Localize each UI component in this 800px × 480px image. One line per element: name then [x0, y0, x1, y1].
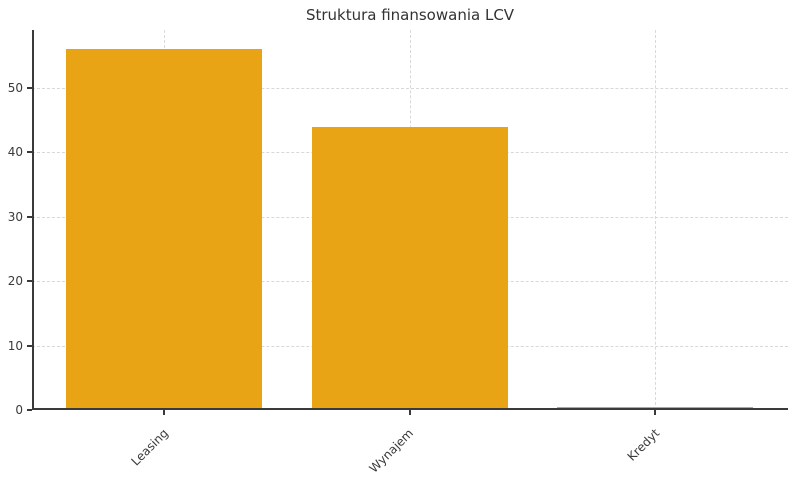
y-tick-mark — [27, 86, 32, 89]
x-tick-mark — [408, 410, 411, 415]
y-tick-label: 20 — [7, 274, 23, 289]
x-tick-label: Wynajem — [366, 426, 417, 476]
y-tick-label: 0 — [15, 403, 23, 417]
x-tick-label: Leasing — [128, 426, 171, 469]
chart-title: Struktura finansowania LCV — [305, 6, 515, 24]
bar-wynajem — [311, 126, 508, 410]
y-tick-label: 10 — [7, 338, 23, 353]
x-tick-label: Kredyt — [624, 426, 662, 464]
x-tick-mark — [163, 410, 165, 415]
spine-layer — [32, 30, 788, 410]
x-axis-spine — [32, 408, 788, 410]
x-tick-mark — [654, 410, 656, 415]
ticks-layer: 0 10 20 30 40 50 Leasing Wynajem Kredyt — [8, 30, 788, 476]
y-tick-mark — [27, 151, 32, 154]
y-axis-spine — [32, 30, 34, 410]
y-tick-label: 50 — [7, 80, 23, 95]
y-tick-label: 40 — [7, 145, 23, 160]
y-tick-label: 30 — [7, 209, 23, 224]
y-tick-mark — [27, 409, 32, 411]
y-tick-mark — [27, 344, 32, 347]
bars-layer — [32, 30, 788, 410]
plot-area: 0 10 20 30 40 50 Leasing Wynajem Kredyt — [8, 30, 788, 476]
y-tick-mark — [27, 280, 32, 283]
y-tick-mark — [27, 215, 32, 218]
x-gridline — [655, 30, 656, 410]
bar-leasing — [66, 49, 262, 410]
